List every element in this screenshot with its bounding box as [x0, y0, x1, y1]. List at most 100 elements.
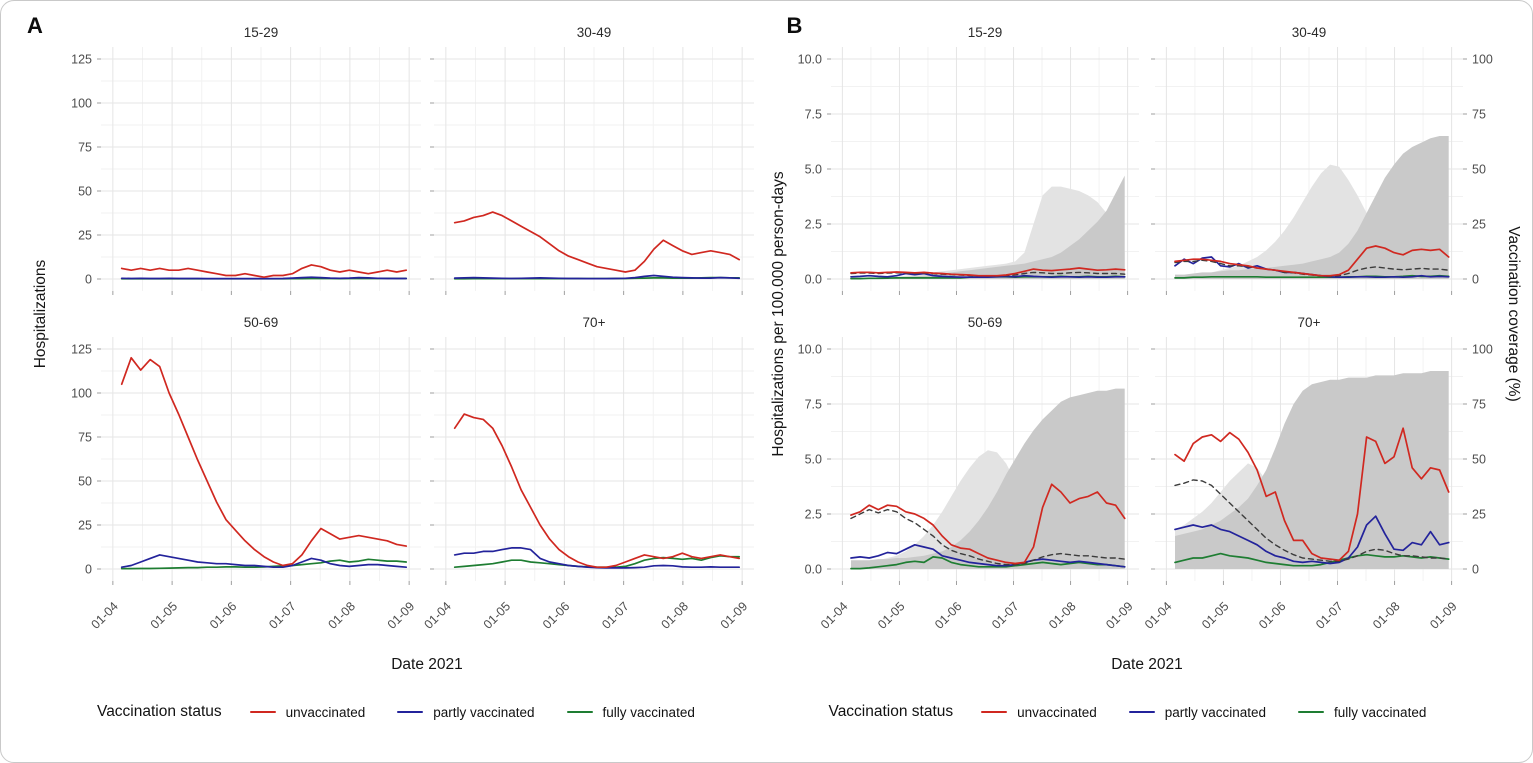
- svg-text:5.0: 5.0: [804, 163, 821, 177]
- svg-text:75: 75: [78, 431, 92, 445]
- facet-B-50-69: 50-69 0.0 2.5 5.0 7.5 10.0 01-04 01-05 01-06 01-0…: [797, 315, 1139, 632]
- series-line-overall: [1173, 479, 1449, 562]
- svg-text:Vaccination coverage (%): Vaccination coverage (%): [1505, 226, 1522, 401]
- series-line-partly: [120, 276, 408, 280]
- area-coverage_fully: [850, 175, 1125, 279]
- svg-text:25: 25: [1472, 508, 1486, 522]
- series-line-unvaccinated: [849, 267, 1126, 277]
- legend-label-partly-vaccinated: partly vaccinated: [1164, 704, 1267, 720]
- svg-text:01-06: 01-06: [1256, 599, 1289, 632]
- svg-text:01-05: 01-05: [875, 599, 908, 632]
- svg-text:Hospitalizations per 100.000 p: Hospitalizations per 100.000 person-days: [770, 171, 787, 456]
- svg-text:01-09: 01-09: [1427, 599, 1460, 632]
- svg-text:10.0: 10.0: [797, 343, 821, 357]
- svg-text:01-05: 01-05: [148, 599, 181, 632]
- svg-text:01-08: 01-08: [1370, 599, 1403, 632]
- panel-a: A 15-29 0 25 50 75 100 125 30-49 50-69 0 25 50 75 100…: [1, 1, 767, 762]
- unvaccinated-line-swatch: [981, 710, 1008, 714]
- series-line-unvaccinated: [849, 483, 1126, 565]
- svg-text:100: 100: [71, 97, 92, 111]
- svg-text:01-07: 01-07: [1313, 599, 1346, 632]
- partly-vaccinated-line-swatch: [397, 710, 424, 714]
- legend-label-partly-vaccinated: partly vaccinated: [433, 704, 535, 720]
- svg-text:50-69: 50-69: [244, 315, 279, 330]
- facet-A-15-29: 15-29 0 25 50 75 100 125: [71, 25, 421, 295]
- facet-B-70+: 70+ 0 25 50 75 100 01-04 01-05 01-06 01-07 01-08 01…: [1142, 315, 1493, 632]
- svg-text:100: 100: [71, 387, 92, 401]
- svg-text:0: 0: [1472, 563, 1479, 577]
- svg-text:Date 2021: Date 2021: [1111, 656, 1183, 673]
- legend-item-fully-vaccinated: fully vaccinated: [566, 704, 695, 720]
- facet-B-15-29: 15-29 0.0 2.5 5.0 7.5 10.0: [797, 25, 1139, 295]
- svg-text:0: 0: [1472, 273, 1479, 287]
- svg-text:2.5: 2.5: [804, 218, 821, 232]
- svg-text:01-04: 01-04: [1142, 599, 1175, 632]
- series-line-unvaccinated: [1173, 245, 1450, 277]
- svg-text:Date 2021: Date 2021: [391, 656, 463, 673]
- svg-text:75: 75: [1472, 398, 1486, 412]
- facet-A-70+: 70+ 01-04 01-05 01-06 01-07 01-08 01-09: [421, 315, 754, 632]
- series-line-unvaccinated: [120, 356, 408, 567]
- svg-text:01-08: 01-08: [658, 599, 691, 632]
- svg-text:15-29: 15-29: [967, 25, 1002, 40]
- panel-b-chart: 15-29 0.0 2.5 5.0 7.5 10.0 30-49 0 25 50 75 100 50-6…: [770, 25, 1522, 673]
- svg-text:30-49: 30-49: [577, 25, 612, 40]
- svg-text:10.0: 10.0: [797, 53, 821, 67]
- series-line-partly: [849, 272, 1126, 279]
- legend-label-fully-vaccinated: fully vaccinated: [1334, 704, 1427, 720]
- facet-A-30-49: 30-49: [430, 25, 754, 295]
- area-coverage_fully: [1174, 136, 1449, 279]
- svg-text:75: 75: [1472, 108, 1486, 122]
- svg-text:01-04: 01-04: [421, 599, 454, 632]
- svg-text:0: 0: [85, 273, 92, 287]
- facet-B-30-49: 30-49 0 25 50 75 100: [1150, 25, 1492, 295]
- legend-item-unvaccinated: unvaccinated: [981, 705, 1097, 720]
- svg-text:01-07: 01-07: [266, 599, 299, 632]
- area-coverage_fully: [850, 388, 1125, 569]
- svg-text:01-09: 01-09: [718, 599, 751, 632]
- series-line-partly: [453, 274, 741, 280]
- svg-text:50: 50: [78, 475, 92, 489]
- svg-text:01-09: 01-09: [385, 599, 418, 632]
- svg-text:Hospitalizations: Hospitalizations: [32, 259, 49, 368]
- legend-label-unvaccinated: unvaccinated: [1017, 704, 1097, 720]
- legend-label-fully-vaccinated: fully vaccinated: [602, 704, 695, 720]
- svg-text:50-69: 50-69: [967, 315, 1002, 330]
- series-line-partly: [849, 543, 1126, 568]
- svg-text:01-06: 01-06: [207, 599, 240, 632]
- svg-text:01-07: 01-07: [989, 599, 1022, 632]
- svg-text:7.5: 7.5: [804, 398, 821, 412]
- svg-text:50: 50: [78, 185, 92, 199]
- svg-text:01-06: 01-06: [932, 599, 965, 632]
- legend-item-fully-vaccinated: fully vaccinated: [1298, 705, 1426, 720]
- series-line-unvaccinated: [120, 264, 408, 279]
- svg-text:70+: 70+: [583, 315, 606, 330]
- panel-b: B 15-29 0.0 2.5 5.0 7.5 10.0 30-49 0 25 50 75 100 50…: [767, 1, 1533, 762]
- svg-text:50: 50: [1472, 163, 1486, 177]
- legend-item-partly-vaccinated: partly vaccinated: [1128, 704, 1267, 720]
- svg-text:25: 25: [1472, 218, 1486, 232]
- legend-item-partly-vaccinated: partly vaccinated: [397, 704, 535, 720]
- series-line-overall: [849, 508, 1125, 566]
- series-line-fully: [849, 556, 1126, 570]
- legend-item-unvaccinated: unvaccinated: [249, 704, 366, 720]
- svg-text:01-07: 01-07: [599, 599, 632, 632]
- partly-vaccinated-line-swatch: [1128, 710, 1155, 714]
- series-line-partly: [120, 554, 408, 569]
- svg-text:50: 50: [1472, 453, 1486, 467]
- svg-text:75: 75: [78, 141, 92, 155]
- panel-b-label: B: [786, 13, 803, 38]
- legend-label-unvaccinated: unvaccinated: [285, 704, 366, 720]
- svg-text:2.5: 2.5: [804, 508, 821, 522]
- svg-text:0.0: 0.0: [804, 273, 821, 287]
- svg-text:01-04: 01-04: [818, 599, 851, 632]
- series-line-fully: [1173, 552, 1450, 567]
- fully-vaccinated-line-swatch: [566, 710, 593, 714]
- svg-text:15-29: 15-29: [244, 25, 279, 40]
- svg-text:01-08: 01-08: [1046, 599, 1079, 632]
- svg-text:30-49: 30-49: [1291, 25, 1326, 40]
- panel-a-label: A: [27, 13, 43, 38]
- fully-vaccinated-line-swatch: [1298, 710, 1325, 714]
- area-coverage_fully: [1174, 371, 1449, 569]
- svg-text:125: 125: [71, 343, 92, 357]
